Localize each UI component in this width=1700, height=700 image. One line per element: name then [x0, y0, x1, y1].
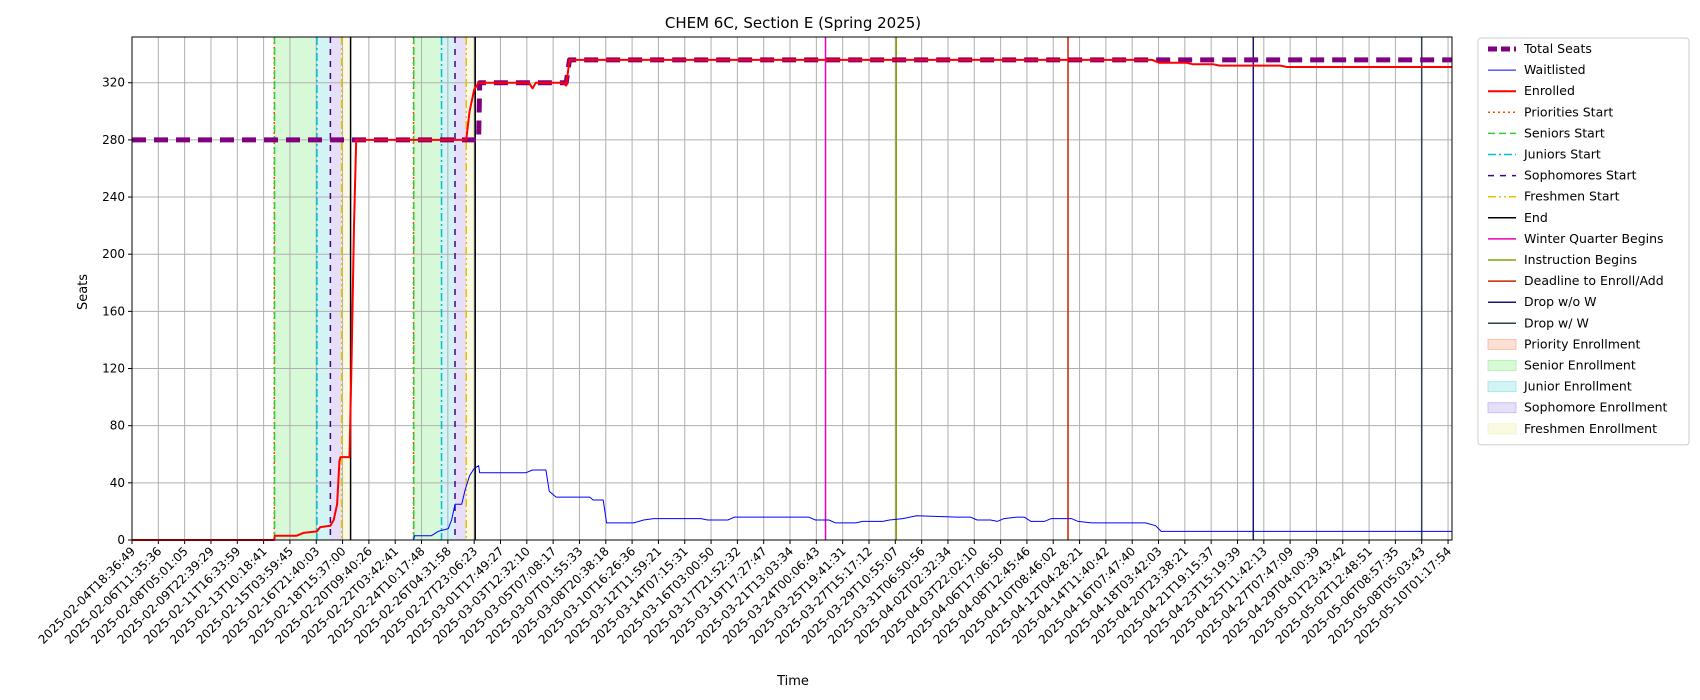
legend-swatch	[1487, 381, 1517, 393]
y-tick-label: 280	[102, 133, 125, 147]
plot-frame	[131, 36, 1453, 541]
plot-area: 040801201602002402803202025-02-04T18:36:…	[36, 36, 1454, 647]
legend-swatch	[1487, 360, 1517, 371]
y-tick-label: 80	[110, 419, 125, 433]
legend-label: Waitlisted	[1524, 62, 1586, 77]
legend-label: Total Seats	[1523, 41, 1592, 56]
legend-label: Seniors Start	[1524, 125, 1605, 140]
legend-swatch	[1487, 338, 1517, 350]
legend-swatch	[1487, 402, 1517, 414]
legend-label: Drop w/o W	[1524, 294, 1596, 309]
legend-label: Sophomores Start	[1524, 168, 1637, 183]
legend-label: Priorities Start	[1524, 104, 1613, 119]
y-tick-label: 40	[110, 476, 125, 490]
span-4-0	[341, 37, 351, 540]
legend-label: Senior Enrollment	[1524, 358, 1636, 373]
span-1-0	[274, 37, 317, 540]
legend-frame	[1477, 37, 1690, 446]
span-2-0	[316, 37, 331, 540]
span-3-1	[455, 37, 467, 540]
span-3-0	[330, 37, 342, 540]
legend-label: Drop w/ W	[1524, 315, 1589, 330]
y-tick-label: 0	[117, 533, 125, 547]
legend-label: Instruction Begins	[1524, 252, 1637, 267]
legend-label: Juniors Start	[1523, 147, 1601, 162]
x-axis-label: Time	[776, 674, 809, 689]
legend-label: End	[1524, 210, 1548, 225]
legend-swatch	[1487, 423, 1517, 435]
y-tick-label: 320	[102, 76, 125, 90]
series-1	[132, 465, 1452, 541]
series-2	[132, 58, 1452, 541]
y-axis-label: Seats	[76, 274, 91, 310]
legend-label: Deadline to Enroll/Add	[1524, 273, 1664, 288]
y-tick-label: 160	[102, 304, 125, 318]
legend-label: Freshmen Start	[1524, 189, 1620, 204]
span-1-1	[413, 37, 442, 540]
legend-label: Enrolled	[1524, 83, 1575, 98]
legend-label: Junior Enrollment	[1523, 379, 1632, 394]
legend: Total Seats Waitlisted Enrolled Priorities …	[1477, 37, 1690, 446]
y-tick-label: 240	[102, 190, 125, 204]
legend-label: Freshmen Enrollment	[1524, 421, 1657, 436]
y-tick-label: 200	[102, 247, 125, 261]
span-4-1	[466, 37, 476, 540]
y-tick-label: 120	[102, 362, 125, 376]
legend-label: Sophomore Enrollment	[1524, 400, 1668, 415]
legend-label: Winter Quarter Begins	[1524, 231, 1664, 246]
chart-title: CHEM 6C, Section E (Spring 2025)	[665, 14, 921, 32]
legend-label: Priority Enrollment	[1524, 336, 1641, 351]
